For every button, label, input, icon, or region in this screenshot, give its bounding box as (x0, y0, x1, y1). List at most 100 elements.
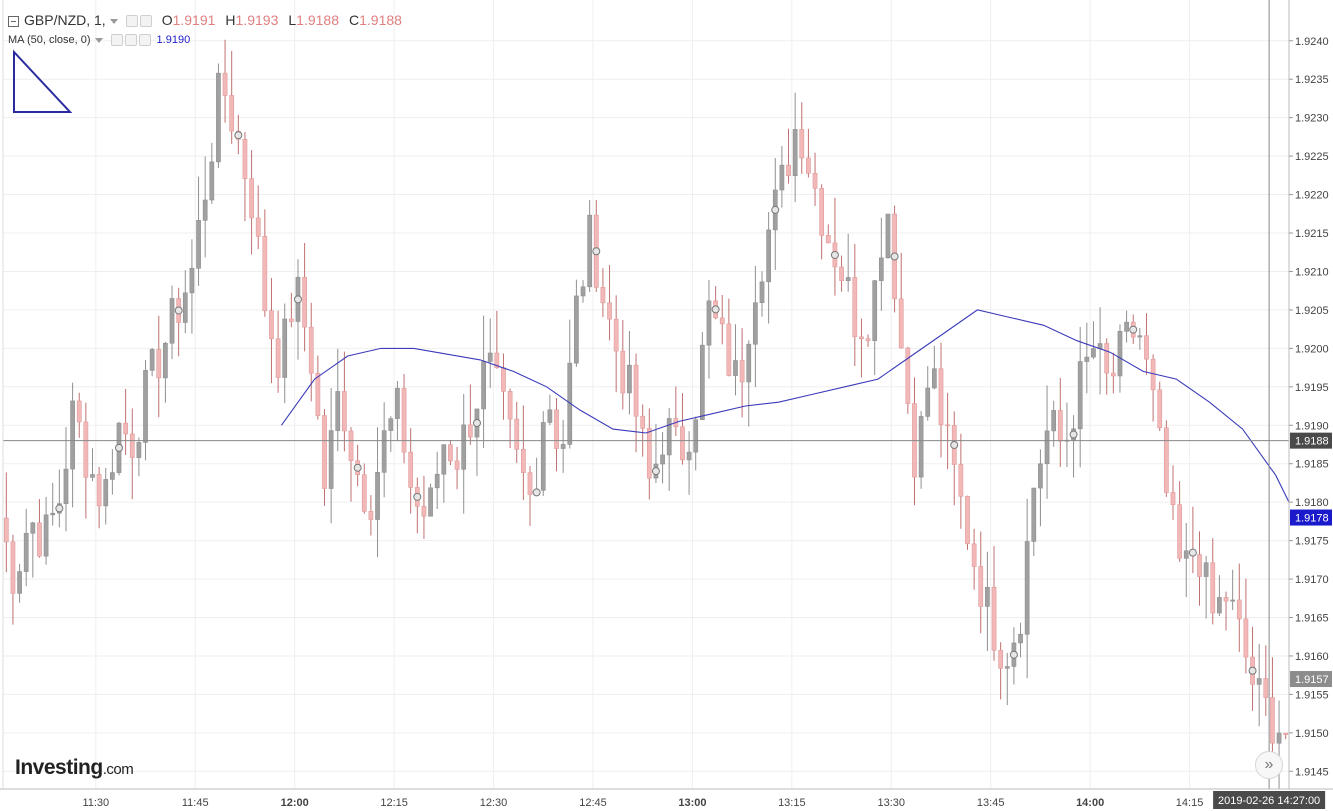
candle-body (971, 543, 977, 567)
last-price-label: 1.9157 (1295, 674, 1329, 686)
candle-body (421, 505, 427, 517)
y-tick-label: 1.9215 (1295, 228, 1329, 240)
candle-body (547, 409, 553, 423)
candle-body (699, 344, 705, 421)
candle-body (1051, 410, 1057, 432)
chevron-down-icon[interactable] (109, 18, 118, 24)
ma-marker-dot (950, 440, 959, 449)
candle-body (222, 72, 228, 96)
candle-body (1144, 335, 1149, 360)
candle-body (792, 129, 798, 177)
crosshair-time-badge (1213, 791, 1326, 809)
y-tick-label: 1.9165 (1295, 613, 1329, 625)
eye-icon[interactable] (110, 34, 123, 47)
candle-body (1170, 492, 1176, 506)
candle-body (269, 310, 274, 340)
candle-body (262, 236, 268, 312)
candle-body (845, 277, 851, 281)
candle-body (554, 409, 559, 449)
candle-body (786, 164, 791, 177)
x-tick-label: 12:00 (281, 797, 309, 809)
grid-lines (3, 0, 1290, 789)
candle-body (852, 277, 858, 338)
ma-label: MA (50, close, 0) (8, 34, 91, 46)
candle-body (753, 302, 758, 345)
candle-body (819, 188, 825, 236)
candle-body (1044, 430, 1050, 465)
candle-body (825, 235, 831, 244)
chevron-down-icon[interactable] (94, 37, 103, 43)
y-tick-label: 1.9145 (1295, 766, 1329, 778)
collapse-icon[interactable] (8, 15, 19, 27)
candle-body (1164, 427, 1169, 493)
candle-body (514, 418, 520, 450)
candle-body (17, 571, 22, 594)
candle-body (859, 336, 864, 340)
candle-body (182, 292, 188, 323)
candle-body (335, 391, 341, 431)
gear-icon[interactable] (139, 15, 152, 28)
candle-body (361, 474, 367, 512)
candle-body (1276, 732, 1282, 744)
x-axis-ticks: 11:30 11:45 12:00 12:15 12:30 12:45 13:00 13:15… (82, 797, 1296, 809)
ma-marker-dot (890, 252, 899, 261)
y-tick-label: 1.9230 (1295, 113, 1329, 125)
candle-body (275, 338, 281, 378)
candle-body (733, 360, 738, 376)
ma-marker-dot (532, 488, 541, 497)
candle-body (1157, 389, 1163, 429)
scroll-right-button[interactable]: » (1255, 751, 1283, 779)
y-tick-label: 1.9240 (1295, 36, 1329, 48)
candle-body (1018, 633, 1023, 644)
ma-marker-dot (830, 250, 839, 259)
ma-marker-dot (651, 467, 660, 476)
candle-body (76, 400, 82, 423)
y-tick-label: 1.9175 (1295, 536, 1329, 548)
candle-body (680, 426, 685, 461)
logo-suffix: .com (102, 761, 134, 778)
high-label: H (225, 12, 236, 28)
ma-header: MA (50, close, 0) 1.9190 (8, 34, 191, 47)
candle-body (666, 418, 672, 456)
ma-marker-dot (1248, 666, 1257, 675)
candle-body (1177, 504, 1182, 559)
candle-body (441, 444, 447, 475)
candle-body (448, 444, 453, 462)
candle-body (1243, 618, 1249, 658)
y-tick-label: 1.9155 (1295, 689, 1329, 701)
candle-body (1004, 666, 1010, 669)
candle-body (149, 349, 155, 371)
y-axis-ticks: 1.9145 1.9150 1.9155 1.9160 1.9165 1.9170 1.91… (1289, 36, 1329, 778)
y-tick-label: 1.9200 (1295, 343, 1329, 355)
candle-body (633, 364, 639, 417)
candle-body (70, 400, 75, 470)
ma-marker-dot (1069, 430, 1078, 439)
y-tick-label: 1.9185 (1295, 459, 1329, 471)
candle-body (1217, 597, 1222, 614)
candle-body (527, 472, 533, 495)
candle-body (1084, 356, 1090, 362)
x-tick-label: 14:15 (1176, 797, 1204, 809)
gear-icon[interactable] (124, 34, 137, 47)
candle-body (169, 298, 175, 344)
ma-value: 1.9190 (156, 34, 191, 46)
y-tick-label: 1.9160 (1295, 651, 1329, 663)
symbol-header: GBP/NZD, 1, O1.9191 H1.9193 L1.9188 C1.9188 (8, 12, 412, 28)
moving-average-series (280, 309, 1290, 503)
candle-body (540, 422, 546, 491)
eye-icon[interactable] (125, 15, 138, 28)
candle-body (587, 214, 593, 288)
candle-body (30, 522, 36, 534)
triangle-drawing[interactable] (13, 49, 73, 113)
last-price-badge (1290, 671, 1332, 688)
ma-marker-dot (353, 463, 362, 472)
candle-body (839, 266, 844, 281)
axes (0, 0, 1333, 790)
close-icon[interactable] (138, 34, 151, 47)
candle-body (918, 416, 924, 478)
candle-body (401, 387, 407, 453)
candle-body (1077, 361, 1083, 430)
open-label: O (161, 12, 173, 28)
candle-body (1256, 678, 1262, 685)
